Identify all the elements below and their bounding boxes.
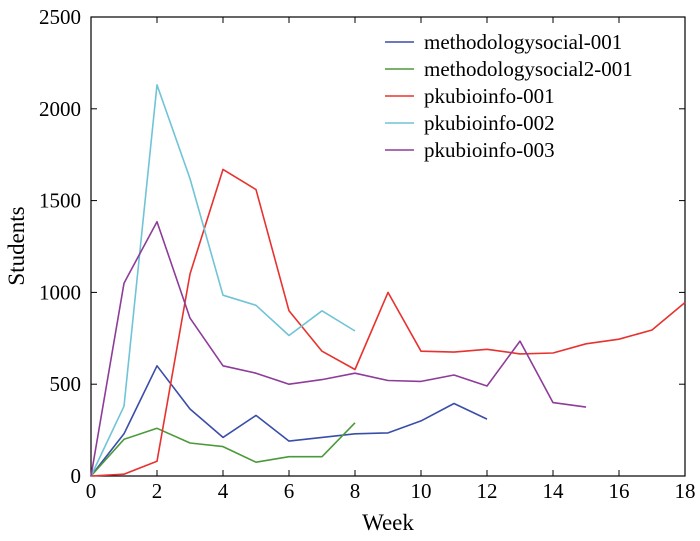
y-tick-label: 1000 [39,280,81,304]
legend-label: methodologysocial-001 [424,30,622,54]
series-line-pkubioinfo-001 [90,168,686,477]
y-axis-title: Students [4,206,29,285]
x-tick-label: 8 [350,479,361,503]
series-line-methodologysocial-001 [90,364,488,477]
series-lines [90,84,686,477]
x-tick-label: 12 [477,479,498,503]
x-axis-title: Week [362,510,414,535]
series-line-methodologysocial2-001 [90,422,356,477]
series-line-pkubioinfo-002 [90,84,356,477]
plot-frame [90,16,686,477]
series-line-pkubioinfo-003 [90,220,587,477]
legend-label: methodologysocial2-001 [424,57,633,81]
y-tick-label: 1500 [39,189,81,213]
x-tick-label: 6 [284,479,295,503]
legend-label: pkubioinfo-001 [424,84,555,108]
x-tick-label: 4 [218,479,229,503]
x-tick-label: 16 [609,479,630,503]
y-tick-label: 0 [71,464,82,488]
x-tick-label: 18 [675,479,696,503]
y-tick-label: 500 [50,372,82,396]
x-tick-label: 10 [411,479,432,503]
x-tick-label: 0 [86,479,97,503]
legend-label: pkubioinfo-003 [424,138,555,162]
legend: methodologysocial-001 methodologysocial2-… [385,30,633,162]
y-tick-label: 2500 [39,5,81,29]
legend-label: pkubioinfo-002 [424,111,555,135]
x-tick-label: 14 [543,479,565,503]
x-tick-label: 2 [152,479,163,503]
y-tick-label: 2000 [39,97,81,121]
axis-ticks: 0 2 4 6 8 10 12 14 16 18 0 500 1000 1500 2000 2500 [39,5,696,503]
